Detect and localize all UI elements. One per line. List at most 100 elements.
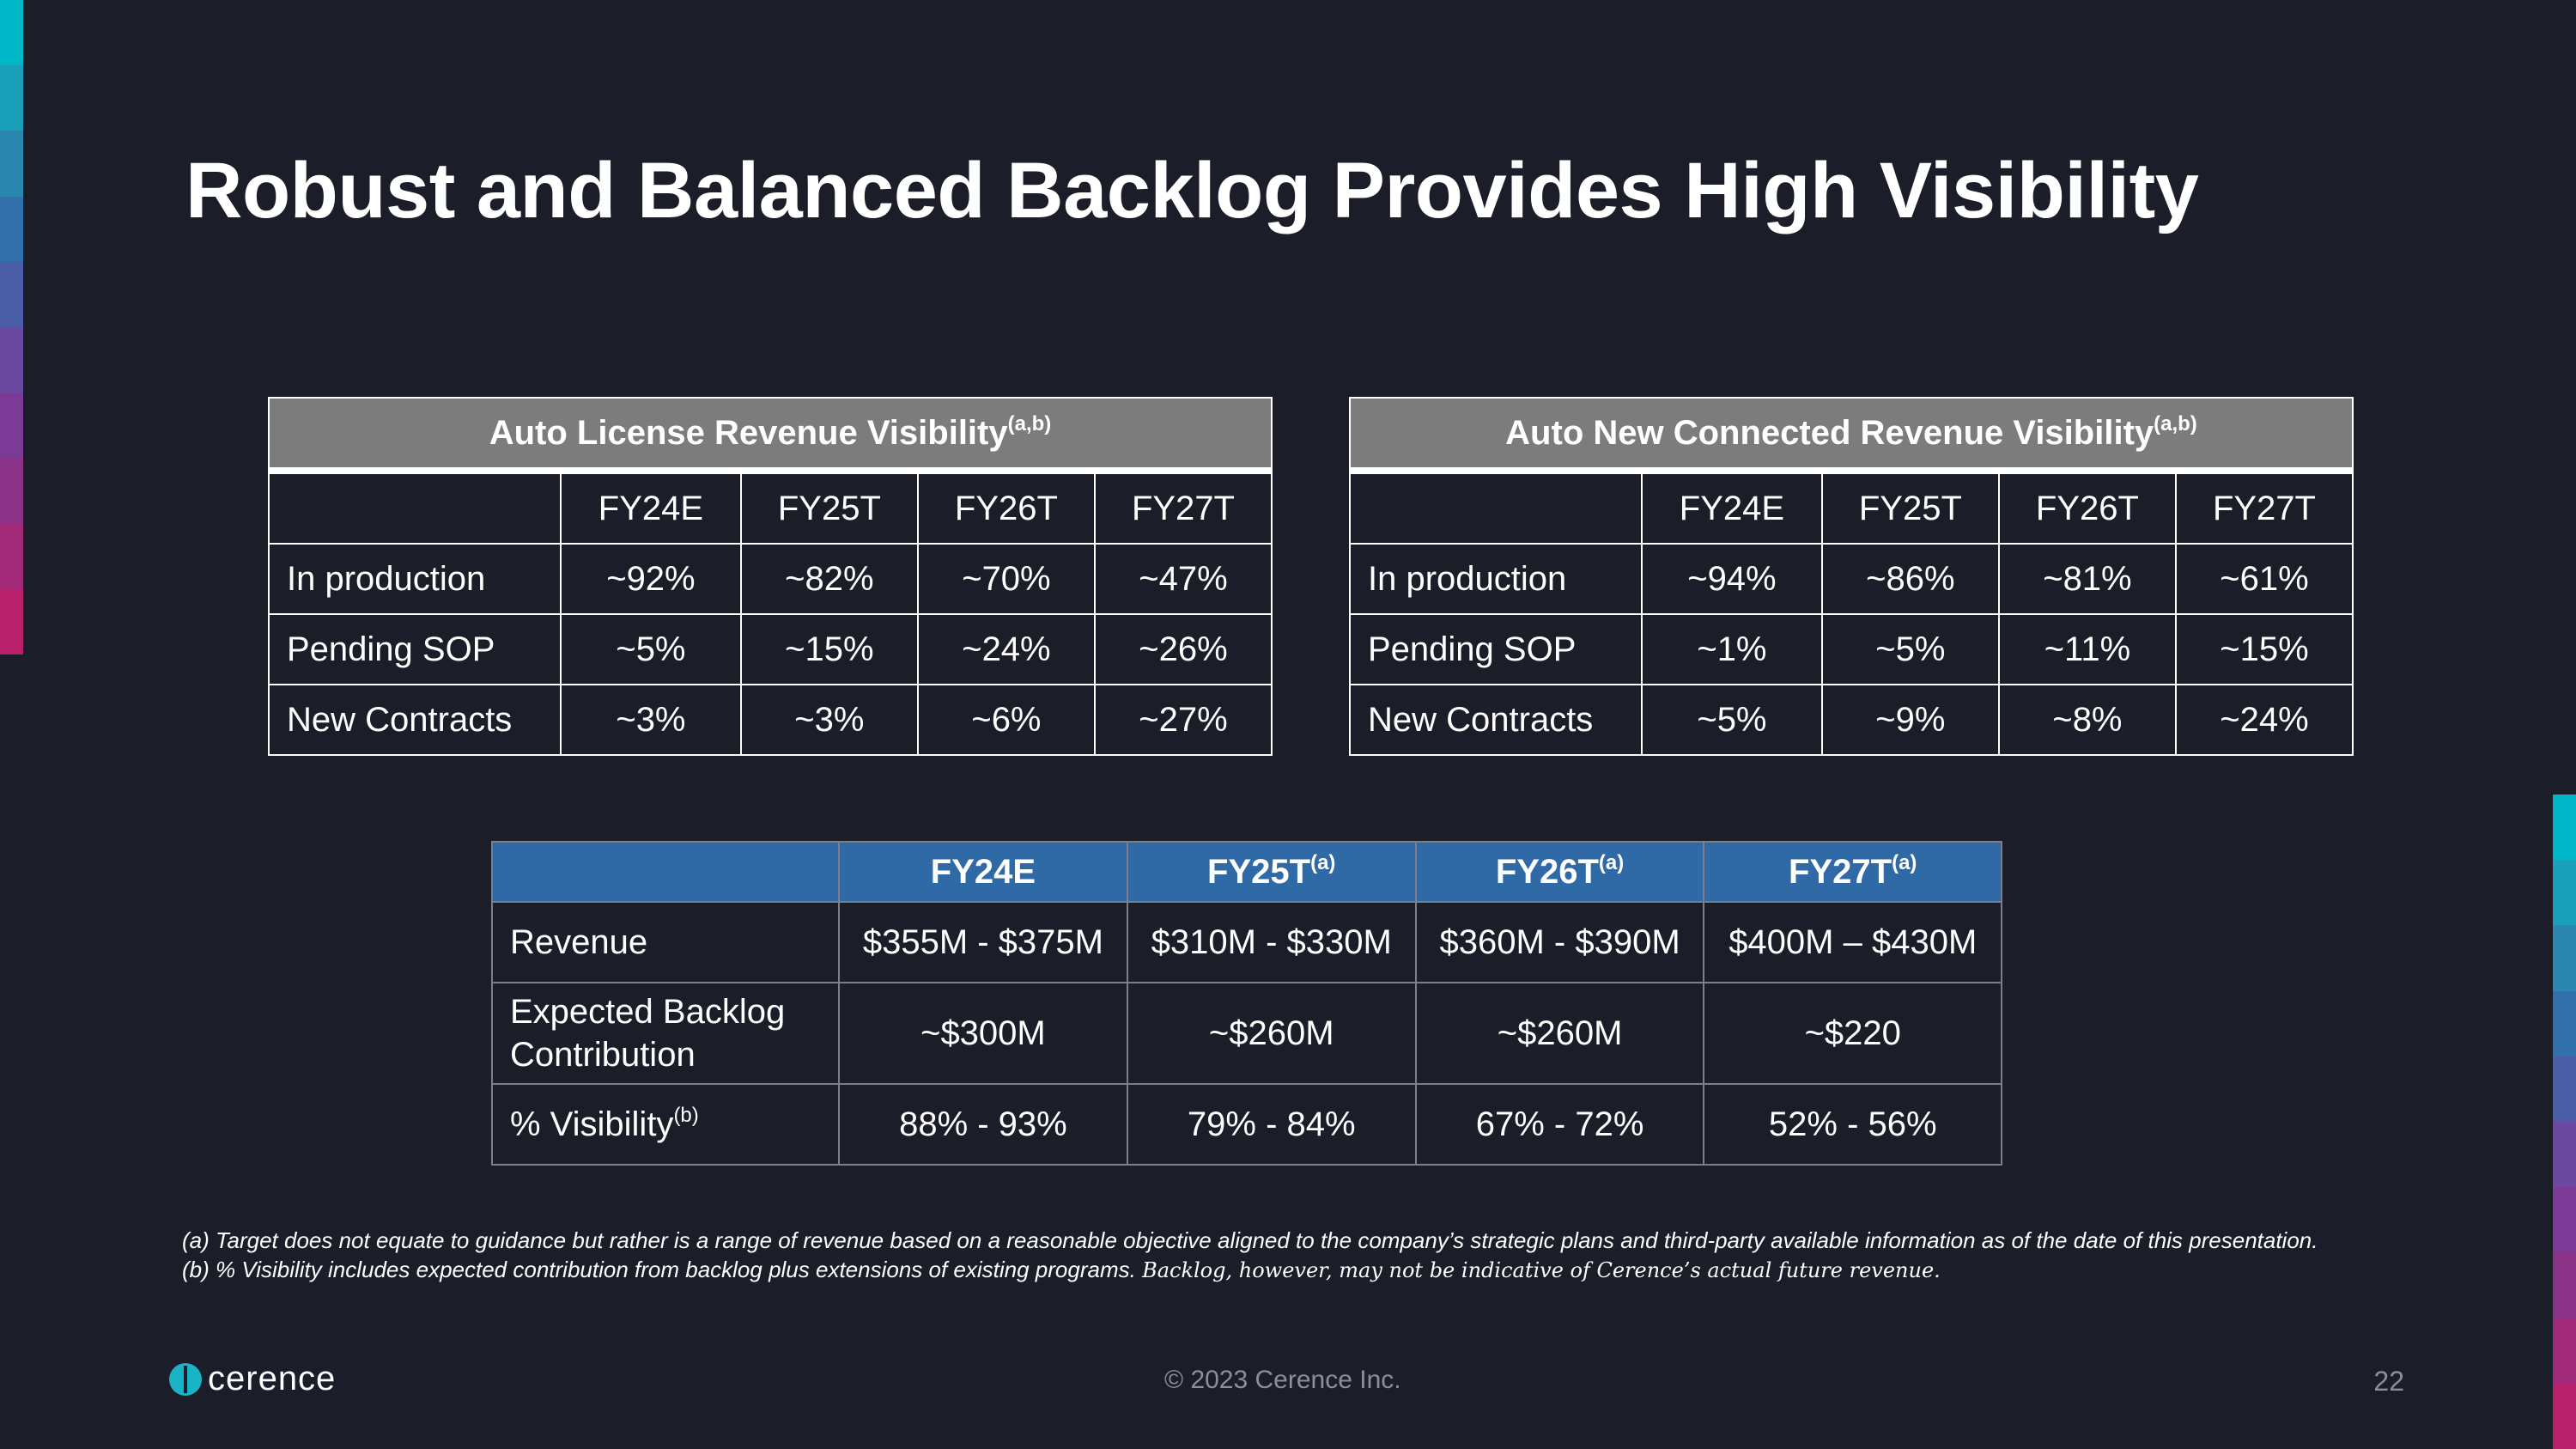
footnotes: (a) Target does not equate to guidance b… bbox=[182, 1226, 2380, 1285]
table-cell: ~24% bbox=[2174, 684, 2354, 756]
accent-segment bbox=[0, 458, 23, 524]
accent-segment bbox=[2553, 1056, 2576, 1123]
table-cell: 88% - 93% bbox=[838, 1083, 1128, 1166]
table-cell: $310M - $330M bbox=[1126, 901, 1417, 983]
accent-segment bbox=[0, 196, 23, 262]
table-cell: ~1% bbox=[1641, 613, 1823, 685]
table-cell: ~92% bbox=[560, 543, 742, 615]
table-row: In production ~94% ~86% ~81% ~61% bbox=[1349, 543, 2354, 615]
accent-segment bbox=[0, 327, 23, 393]
column-header: FY27T(a) bbox=[1703, 841, 2002, 903]
empty-cell bbox=[491, 841, 840, 903]
table-cell: ~82% bbox=[739, 543, 919, 615]
accent-segment bbox=[0, 131, 23, 197]
empty-cell bbox=[268, 470, 562, 545]
column-header: FY25T(a) bbox=[1126, 841, 1417, 903]
accent-segment bbox=[2553, 925, 2576, 991]
table-cell: ~26% bbox=[1093, 613, 1273, 685]
accent-segment bbox=[0, 523, 23, 589]
footnote-a: (a) Target does not equate to guidance b… bbox=[182, 1227, 2318, 1253]
table-cell: ~70% bbox=[916, 543, 1096, 615]
table-row: New Contracts ~5% ~9% ~8% ~24% bbox=[1349, 684, 2354, 756]
table-cell: ~$260M bbox=[1126, 982, 1417, 1085]
right-accent-bar bbox=[2553, 795, 2576, 1449]
row-label: Pending SOP bbox=[268, 613, 562, 685]
connected-table-title: Auto New Connected Revenue Visibility(a,… bbox=[1349, 397, 2354, 474]
accent-segment bbox=[0, 0, 23, 66]
table-row: New Contracts ~3% ~3% ~6% ~27% bbox=[268, 684, 1273, 756]
page-number: 22 bbox=[2373, 1366, 2404, 1397]
accent-segment bbox=[2553, 1252, 2576, 1318]
column-header: FY25T bbox=[1820, 470, 2000, 545]
table-cell: ~15% bbox=[739, 613, 919, 685]
table-cell: $400M – $430M bbox=[1703, 901, 2002, 983]
accent-segment bbox=[2553, 1383, 2576, 1449]
accent-segment bbox=[2553, 1187, 2576, 1253]
accent-segment bbox=[2553, 990, 2576, 1056]
table-row: Expected Backlog Contribution ~$300M ~$2… bbox=[491, 982, 2002, 1085]
license-visibility-table: Auto License Revenue Visibility(a,b) FY2… bbox=[268, 397, 1273, 756]
table-cell: ~47% bbox=[1093, 543, 1273, 615]
table-cell: ~9% bbox=[1820, 684, 2000, 756]
accent-segment bbox=[0, 588, 23, 655]
table-cell: ~$220 bbox=[1703, 982, 2002, 1085]
table-cell: ~27% bbox=[1093, 684, 1273, 756]
empty-cell bbox=[1349, 470, 1643, 545]
cerence-logo: cerence bbox=[168, 1360, 336, 1398]
column-header: FY24E bbox=[1641, 470, 1823, 545]
connected-visibility-table: Auto New Connected Revenue Visibility(a,… bbox=[1349, 397, 2354, 756]
accent-segment bbox=[2553, 860, 2576, 926]
row-label: Pending SOP bbox=[1349, 613, 1643, 685]
cerence-logo-icon bbox=[169, 1362, 202, 1396]
table-row: % Visibility(b) 88% - 93% 79% - 84% 67% … bbox=[491, 1083, 2002, 1166]
table-cell: ~61% bbox=[2174, 543, 2354, 615]
table-cell: ~5% bbox=[1641, 684, 1823, 756]
slide-title: Robust and Balanced Backlog Provides Hig… bbox=[185, 147, 2199, 234]
column-header: FY25T bbox=[739, 470, 919, 545]
column-header: FY26T(a) bbox=[1414, 841, 1705, 903]
table-cell: ~5% bbox=[560, 613, 742, 685]
row-label: Revenue bbox=[491, 901, 840, 983]
table-cell: $355M - $375M bbox=[838, 901, 1128, 983]
accent-segment bbox=[0, 65, 23, 131]
table-cell: ~15% bbox=[2174, 613, 2354, 685]
column-header: FY27T bbox=[2174, 470, 2354, 545]
row-label: Expected Backlog Contribution bbox=[491, 982, 840, 1085]
table-cell: ~24% bbox=[916, 613, 1096, 685]
table-cell: ~81% bbox=[1997, 543, 2177, 615]
accent-segment bbox=[2553, 1318, 2576, 1384]
table-row: Pending SOP ~5% ~15% ~24% ~26% bbox=[268, 613, 1273, 685]
column-header: FY24E bbox=[560, 470, 742, 545]
license-table-title: Auto License Revenue Visibility(a,b) bbox=[268, 397, 1273, 474]
table-cell: ~94% bbox=[1641, 543, 1823, 615]
left-accent-bar bbox=[0, 0, 23, 655]
table-cell: ~$300M bbox=[838, 982, 1128, 1085]
column-header: FY26T bbox=[916, 470, 1096, 545]
table-cell: ~5% bbox=[1820, 613, 2000, 685]
table-cell: ~11% bbox=[1997, 613, 2177, 685]
revenue-visibility-table: FY24E FY25T(a) FY26T(a) FY27T(a) Revenue… bbox=[491, 841, 2002, 1166]
table-row: Revenue $355M - $375M $310M - $330M $360… bbox=[491, 901, 2002, 983]
table-cell: $360M - $390M bbox=[1414, 901, 1705, 983]
row-label: In production bbox=[268, 543, 562, 615]
column-header: FY26T bbox=[1997, 470, 2177, 545]
table-row: In production ~92% ~82% ~70% ~47% bbox=[268, 543, 1273, 615]
accent-segment bbox=[0, 261, 23, 328]
column-header: FY27T bbox=[1093, 470, 1273, 545]
copyright: © 2023 Cerence Inc. bbox=[1164, 1366, 1401, 1394]
table-row: Pending SOP ~1% ~5% ~11% ~15% bbox=[1349, 613, 2354, 685]
logo-text: cerence bbox=[208, 1360, 337, 1397]
table-cell: ~3% bbox=[739, 684, 919, 756]
accent-segment bbox=[0, 393, 23, 459]
row-label: In production bbox=[1349, 543, 1643, 615]
accent-segment bbox=[2553, 1122, 2576, 1188]
table-cell: ~8% bbox=[1997, 684, 2177, 756]
footnote-b: (b) % Visibility includes expected contr… bbox=[182, 1257, 1941, 1282]
accent-segment bbox=[2553, 795, 2576, 861]
table-cell: 52% - 56% bbox=[1703, 1083, 2002, 1166]
row-label: New Contracts bbox=[1349, 684, 1643, 756]
table-cell: ~$260M bbox=[1414, 982, 1705, 1085]
row-label: % Visibility(b) bbox=[491, 1083, 840, 1166]
table-cell: ~86% bbox=[1820, 543, 2000, 615]
table-cell: 67% - 72% bbox=[1414, 1083, 1705, 1166]
